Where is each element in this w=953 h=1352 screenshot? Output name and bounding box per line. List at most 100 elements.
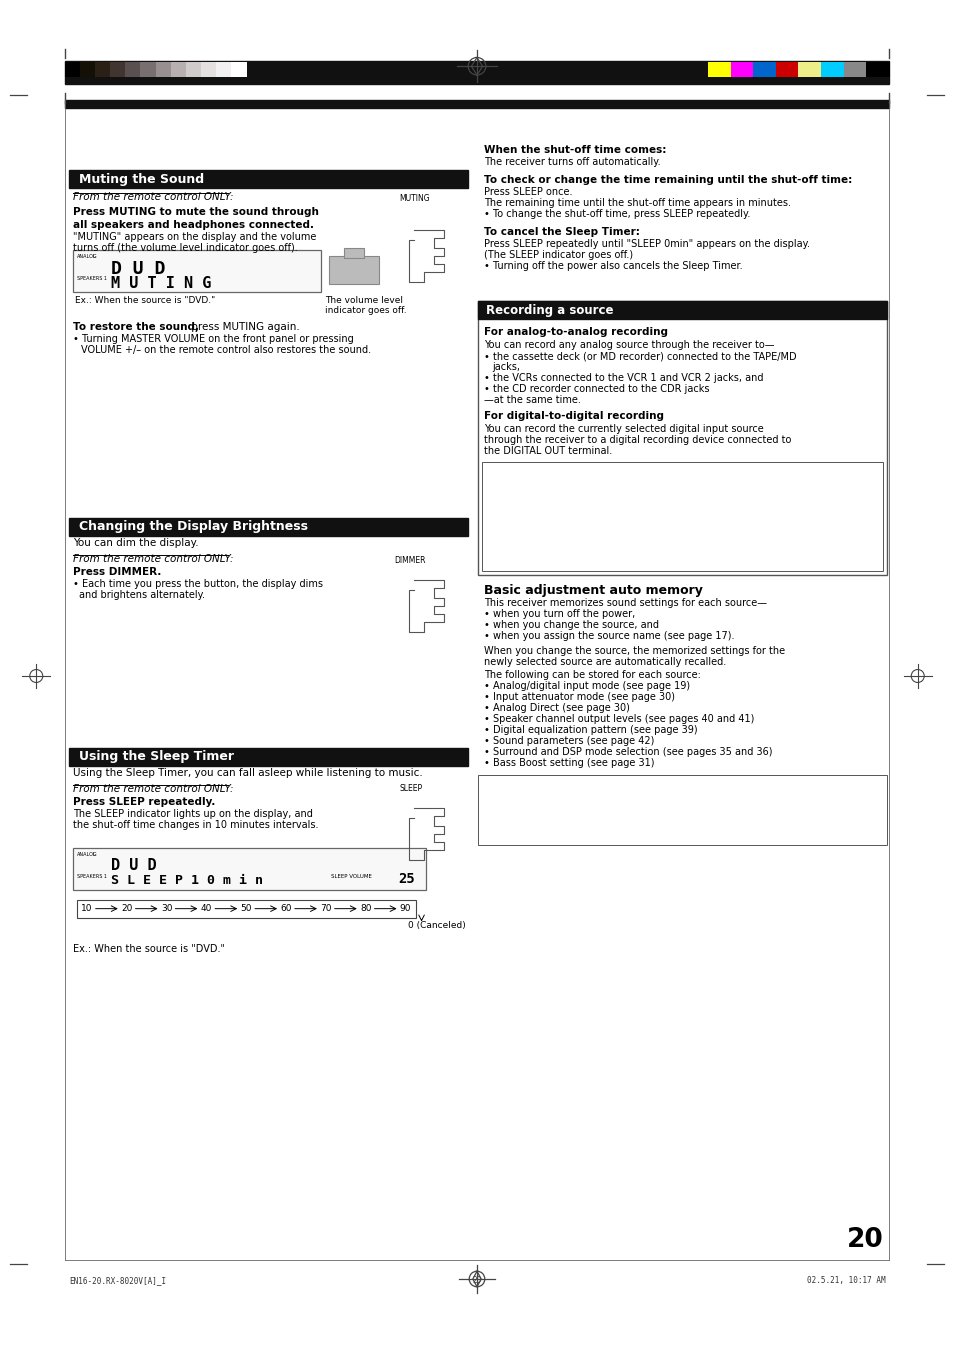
Bar	[865, 62, 889, 77]
Text: D U D: D U D	[111, 857, 156, 872]
Text: ANALOG: ANALOG	[77, 852, 97, 857]
Text: each band.: each band.	[490, 803, 539, 813]
Text: • If you want to memorize the volume level with the above: • If you want to memorize the volume lev…	[481, 814, 748, 823]
Bar	[80, 62, 95, 77]
Text: • If the source is FM or AM, you can assign a different setting for: • If the source is FM or AM, you can ass…	[481, 794, 773, 802]
Text: —at the same time.: —at the same time.	[483, 396, 580, 406]
Text: 02.5.21, 10:17 AM: 02.5.21, 10:17 AM	[805, 1276, 884, 1284]
Text: the DIGITAL OUT terminal.: the DIGITAL OUT terminal.	[483, 446, 612, 457]
Text: possible.: possible.	[494, 491, 534, 499]
Text: 0 (Canceled): 0 (Canceled)	[407, 921, 465, 930]
Bar	[477, 301, 886, 575]
Text: To check or change the time remaining until the shut-off time:: To check or change the time remaining un…	[483, 174, 851, 185]
Text: Changing the Display Brightness: Changing the Display Brightness	[79, 521, 308, 533]
Text: This receiver memorizes sound settings for each source—: This receiver memorizes sound settings f…	[483, 598, 766, 608]
Bar	[69, 518, 468, 535]
Text: 90: 90	[399, 904, 411, 913]
Bar	[798, 62, 821, 77]
Bar	[481, 462, 882, 571]
Text: • when you assign the source name (see page 17).: • when you assign the source name (see p…	[483, 631, 734, 641]
Text: ANALOG: ANALOG	[77, 254, 97, 260]
Text: and brightens alternately.: and brightens alternately.	[79, 589, 205, 600]
Text: Ex.: When the source is "DVD.": Ex.: When the source is "DVD."	[74, 296, 214, 306]
Bar	[477, 775, 886, 845]
Text: all speakers and headphones connected.: all speakers and headphones connected.	[72, 220, 314, 230]
Bar	[95, 62, 111, 77]
Text: • Bass Boost setting (see page 31): • Bass Boost setting (see page 31)	[483, 758, 654, 768]
Text: 50: 50	[240, 904, 252, 913]
Text: DIMMER: DIMMER	[394, 556, 425, 565]
Text: • The output volume level, Midnight Mode (see page 24), Bass: • The output volume level, Midnight Mode…	[486, 502, 768, 511]
Text: • To change the shut-off time, press SLEEP repeatedly.: • To change the shut-off time, press SLE…	[483, 208, 750, 219]
Text: 70: 70	[320, 904, 332, 913]
Bar	[155, 62, 171, 77]
Text: Basic adjustment auto memory: Basic adjustment auto memory	[483, 584, 702, 598]
Text: You can dim the display.: You can dim the display.	[72, 538, 198, 548]
Text: 20: 20	[472, 1276, 481, 1284]
Text: For digital-to-digital recording: For digital-to-digital recording	[483, 411, 663, 422]
Bar	[477, 301, 886, 319]
Text: The following can be stored for each source:: The following can be stored for each sou…	[483, 671, 700, 680]
Text: The volume level: The volume level	[325, 296, 402, 306]
Text: D U D: D U D	[111, 261, 165, 279]
Bar	[231, 62, 247, 77]
Bar	[69, 748, 468, 765]
Text: Muting the Sound: Muting the Sound	[79, 173, 204, 185]
Text: L: L	[92, 852, 95, 857]
Text: 20: 20	[845, 1226, 882, 1253]
Text: 30: 30	[161, 904, 172, 913]
Text: • Sound parameters (see page 42): • Sound parameters (see page 42)	[483, 735, 654, 746]
Text: To cancel the Sleep Timer:: To cancel the Sleep Timer:	[483, 227, 639, 237]
Text: • Turning MASTER VOLUME on the front panel or pressing: • Turning MASTER VOLUME on the front pan…	[72, 334, 354, 345]
Text: You can record any analog source through the receiver to—: You can record any analog source through…	[483, 341, 774, 350]
Text: • Turning off the power also cancels the Sleep Timer.: • Turning off the power also cancels the…	[483, 261, 742, 270]
Text: S L E E P 1 0 m i n: S L E E P 1 0 m i n	[111, 873, 263, 887]
Text: "MUTING" appears on the display and the volume: "MUTING" appears on the display and the …	[72, 233, 315, 242]
Text: • The test tone signal (see pages 40 and 41) does not come out: • The test tone signal (see pages 40 and…	[486, 542, 775, 552]
Bar	[140, 62, 156, 77]
Text: indicator goes off.: indicator goes off.	[325, 307, 406, 315]
Text: From the remote control ONLY:: From the remote control ONLY:	[72, 554, 233, 564]
Bar	[65, 62, 80, 77]
Text: • Analog Direct (see page 30): • Analog Direct (see page 30)	[483, 703, 629, 713]
Text: • the CD recorder connected to the CDR jacks: • the CD recorder connected to the CDR j…	[483, 384, 709, 395]
Text: • Speaker channel output levels (see pages 40 and 41): • Speaker channel output levels (see pag…	[483, 714, 754, 725]
Text: affect the recording.: affect the recording.	[494, 531, 586, 541]
Text: through the DIGITAL OUT terminal.: through the DIGITAL OUT terminal.	[494, 553, 650, 561]
Text: • Input attenuator mode (see page 30): • Input attenuator mode (see page 30)	[483, 692, 675, 702]
Text: SPEAKERS 1: SPEAKERS 1	[77, 276, 107, 281]
Bar	[730, 62, 753, 77]
Text: Press SLEEP repeatedly until "SLEEP 0min" appears on the display.: Press SLEEP repeatedly until "SLEEP 0min…	[483, 239, 809, 249]
Text: • when you turn off the power,: • when you turn off the power,	[483, 608, 635, 619]
Text: L: L	[92, 254, 95, 260]
Bar	[775, 62, 799, 77]
Text: Notes:: Notes:	[486, 468, 523, 477]
Text: From the remote control ONLY:: From the remote control ONLY:	[72, 784, 233, 794]
Bar	[65, 61, 888, 84]
Bar	[329, 257, 378, 284]
Text: • Analog-to-digital and digital-to-analog recordings are not: • Analog-to-digital and digital-to-analo…	[486, 480, 751, 489]
Bar	[171, 62, 186, 77]
Text: The receiver turns off automatically.: The receiver turns off automatically.	[483, 157, 660, 166]
Text: Press DIMMER.: Press DIMMER.	[72, 566, 161, 577]
Text: newly selected source are automatically recalled.: newly selected source are automatically …	[483, 657, 725, 667]
Text: • when you change the source, and: • when you change the source, and	[483, 621, 659, 630]
Text: Surround modes and DSP modes (see pages 32 to 36) cannot: Surround modes and DSP modes (see pages …	[494, 522, 772, 530]
Text: 25: 25	[397, 872, 415, 886]
Text: • Analog/digital input mode (see page 19): • Analog/digital input mode (see page 19…	[483, 681, 690, 691]
Text: MUTING: MUTING	[398, 195, 429, 203]
Text: Using the Sleep Timer: Using the Sleep Timer	[79, 750, 233, 763]
Text: 20: 20	[121, 904, 132, 913]
Bar	[200, 62, 216, 77]
Text: The remaining time until the shut-off time appears in minutes.: The remaining time until the shut-off ti…	[483, 197, 790, 208]
Text: press MUTING again.: press MUTING again.	[188, 322, 299, 333]
Text: Boost (see page 31), digital equalization (see page 39),: Boost (see page 31), digital equalizatio…	[494, 511, 744, 521]
Text: (The SLEEP indicator goes off.): (The SLEEP indicator goes off.)	[483, 250, 633, 260]
Text: EN16-20.RX-8020V[A]_I: EN16-20.RX-8020V[A]_I	[69, 1276, 166, 1284]
Text: VOLUME +/– on the remote control also restores the sound.: VOLUME +/– on the remote control also re…	[81, 345, 371, 356]
Text: settings, set "ONE TOUCH (OPR)" to "ON" (see page 26).: settings, set "ONE TOUCH (OPR)" to "ON" …	[490, 825, 744, 833]
Text: the shut-off time changes in 10 minutes intervals.: the shut-off time changes in 10 minutes …	[72, 819, 318, 830]
Text: • the cassette deck (or MD recorder) connected to the TAPE/MD: • the cassette deck (or MD recorder) con…	[483, 352, 796, 361]
Bar	[72, 250, 320, 292]
Bar	[186, 62, 201, 77]
